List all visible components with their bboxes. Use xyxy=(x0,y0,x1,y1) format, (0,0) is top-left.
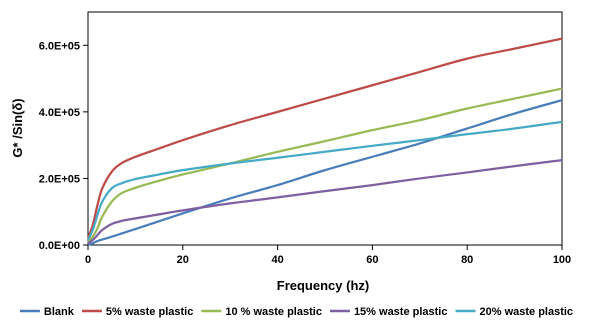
series-line-3 xyxy=(87,87,563,243)
x-tick-label: 0 xyxy=(85,254,91,266)
legend-label: 5% waste plastic xyxy=(106,306,193,318)
y-tick-label: 6.0E+05 xyxy=(39,40,80,52)
series-line-2 xyxy=(86,37,563,239)
y-tick-label: 4.0E+05 xyxy=(39,107,80,119)
x-tick-label: 20 xyxy=(177,254,189,266)
x-tick-label: 60 xyxy=(366,254,378,266)
series-line-4 xyxy=(87,159,563,245)
plot-area xyxy=(87,11,563,246)
y-axis-title: G* /Sin(δ) xyxy=(10,98,25,157)
legend-label: 20% waste plastic xyxy=(480,306,574,318)
x-tick-label: 40 xyxy=(271,254,283,266)
legend-label: Blank xyxy=(44,306,75,318)
y-tick-label: 0.0E+00 xyxy=(39,240,80,252)
series-line-1 xyxy=(87,99,563,247)
x-axis-ticks: 0 20 40 60 80 100 xyxy=(85,245,571,266)
x-tick-label: 100 xyxy=(553,254,571,266)
y-tick-label: 2.0E+05 xyxy=(39,173,80,185)
series-line-5 xyxy=(86,120,563,241)
y-axis-ticks: 0.0E+00 2.0E+05 4.0E+05 6.0E+05 xyxy=(39,40,88,252)
series-lines xyxy=(86,37,563,247)
x-axis-title: Frequency (hz) xyxy=(277,278,369,293)
x-tick-label: 80 xyxy=(461,254,473,266)
legend-label: 10 % waste plastic xyxy=(225,306,322,318)
legend: Blank 5% waste plastic 10 % waste plastic 1… xyxy=(19,306,574,318)
legend-label: 15% waste plastic xyxy=(354,306,448,318)
